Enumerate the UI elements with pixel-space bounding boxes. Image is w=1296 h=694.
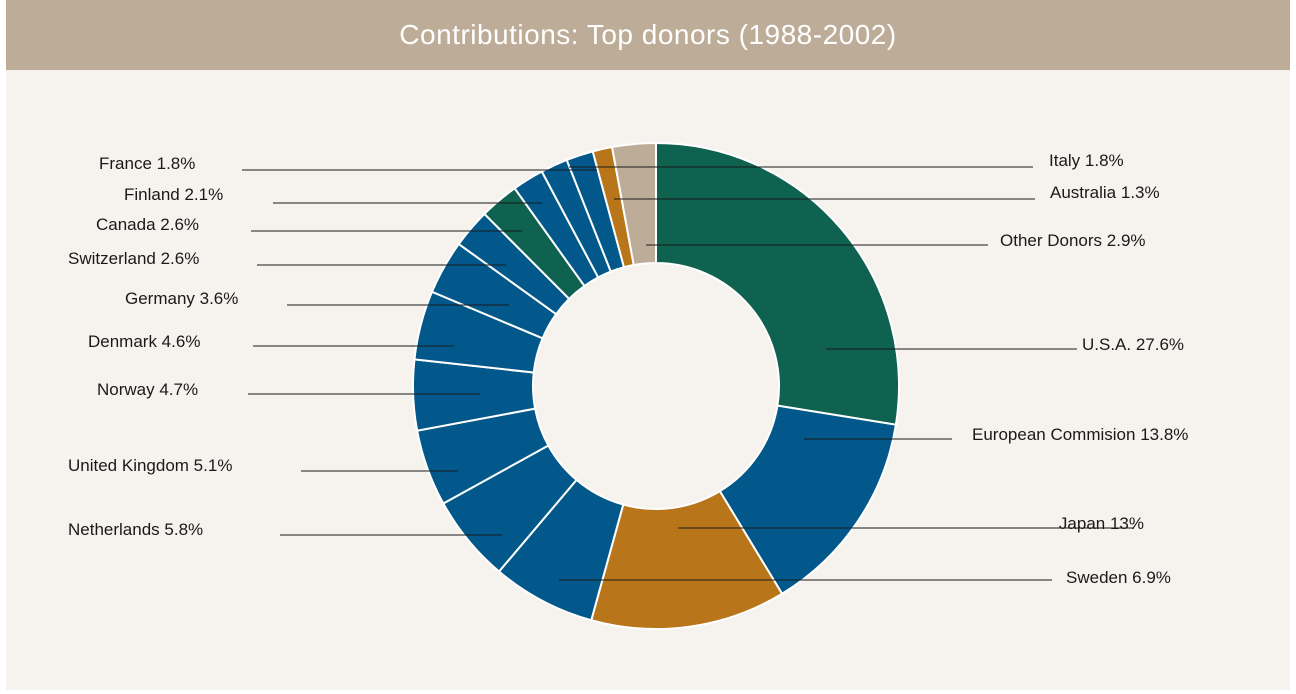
slice-group xyxy=(412,141,900,630)
slice-label-u-s-a: U.S.A. 27.6% xyxy=(1082,335,1184,354)
slice-label-other-donors: Other Donors 2.9% xyxy=(1000,231,1146,250)
slice-other-donors xyxy=(610,141,657,267)
slice-label-switzerland: Switzerland 2.6% xyxy=(68,249,199,268)
chart-frame: Contributions: Top donors (1988-2002) U.… xyxy=(6,0,1290,690)
slice-european-commision xyxy=(718,404,898,596)
donut-chart: U.S.A. 27.6% European Commision 13.8% Japa… xyxy=(68,141,1188,630)
slice-japan xyxy=(590,489,784,630)
slice-label-norway: Norway 4.7% xyxy=(97,380,198,399)
slice-label-sweden: Sweden 6.9% xyxy=(1066,568,1171,587)
slice-label-germany: Germany 3.6% xyxy=(125,289,238,308)
slice-label-finland: Finland 2.1% xyxy=(124,185,223,204)
slice-label-united-kingdom: United Kingdom 5.1% xyxy=(68,456,232,475)
slice-label-denmark: Denmark 4.6% xyxy=(88,332,200,351)
chart-title: Contributions: Top donors (1988-2002) xyxy=(399,19,897,50)
slice-label-european-commision: European Commision 13.8% xyxy=(972,425,1188,444)
slice-u-s-a xyxy=(655,141,900,426)
slice-label-netherlands: Netherlands 5.8% xyxy=(68,520,203,539)
label-group: U.S.A. 27.6% European Commision 13.8% Japa… xyxy=(68,151,1188,587)
slice-label-canada: Canada 2.6% xyxy=(96,215,199,234)
slice-label-australia: Australia 1.3% xyxy=(1050,183,1160,202)
slice-label-france: France 1.8% xyxy=(99,154,195,173)
slice-label-japan: Japan 13% xyxy=(1059,514,1144,533)
leader-line-group xyxy=(242,166,1134,581)
chart-header: Contributions: Top donors (1988-2002) xyxy=(6,0,1290,70)
slice-label-italy: Italy 1.8% xyxy=(1049,151,1124,170)
